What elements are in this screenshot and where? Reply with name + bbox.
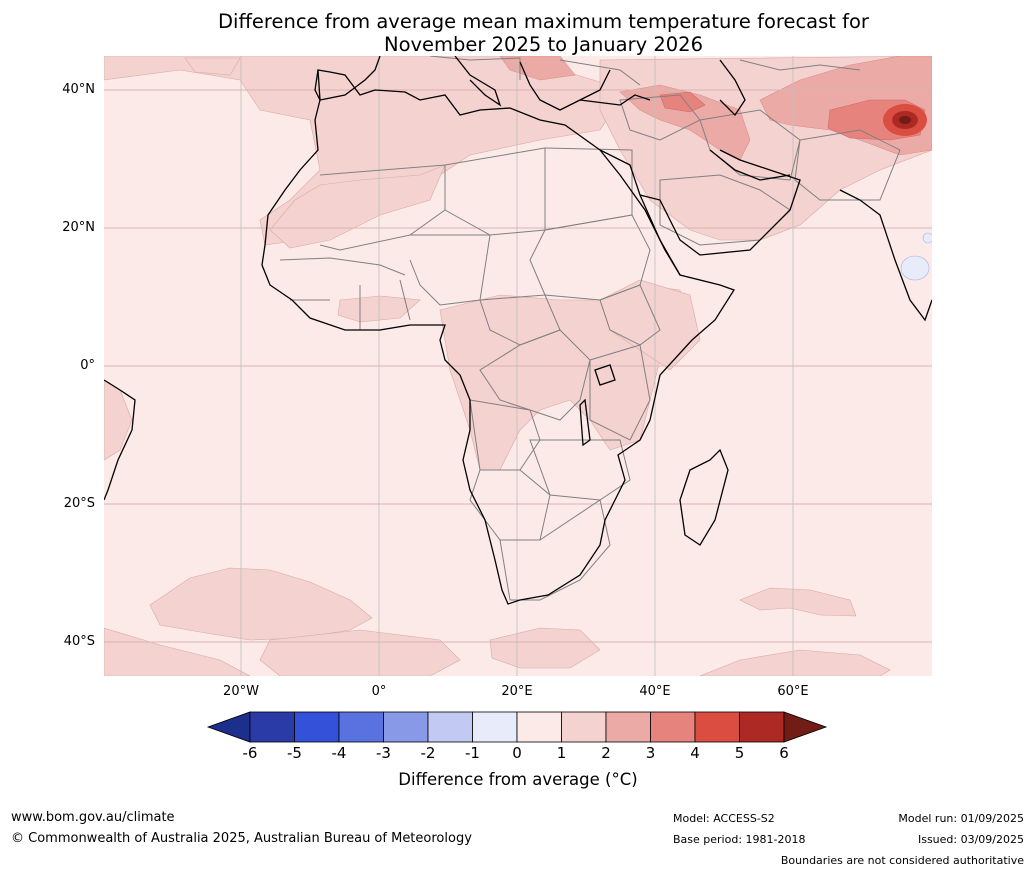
india-coastline bbox=[839, 189, 932, 322]
indian-ocean-anomaly-south bbox=[699, 649, 891, 676]
cb-tick-n5: -5 bbox=[287, 744, 302, 762]
cb-swatch-n4 bbox=[338, 711, 384, 743]
cb-tick-4: 4 bbox=[690, 744, 700, 762]
lat-label-40n: 40°N bbox=[62, 82, 95, 97]
madagascar-coastline bbox=[679, 448, 729, 546]
greece-coastline bbox=[519, 61, 611, 111]
iran-hot bbox=[659, 91, 706, 113]
cb-swatch-3 bbox=[650, 711, 696, 743]
map-title: Difference from average mean maximum tem… bbox=[0, 10, 1035, 56]
colorbar bbox=[206, 711, 828, 743]
south-ocean-anomaly-east bbox=[489, 627, 601, 669]
cb-tick-n1: -1 bbox=[465, 744, 480, 762]
cb-tick-2: 2 bbox=[601, 744, 611, 762]
cb-tick-n6: -6 bbox=[242, 744, 258, 762]
footer-disclaimer: Boundaries are not considered authoritat… bbox=[780, 854, 1024, 867]
lon-label-60e: 60°E bbox=[777, 684, 809, 699]
south-atlantic-anomaly bbox=[149, 567, 373, 641]
lake-tanganyika bbox=[579, 398, 591, 447]
arabian-sea-cool-patch bbox=[900, 255, 930, 281]
lat-label-20s: 20°S bbox=[63, 496, 95, 511]
cb-tick-5: 5 bbox=[734, 744, 745, 762]
mediterranean-warm bbox=[499, 56, 576, 81]
colorbar-title: Difference from average (°C) bbox=[398, 770, 638, 789]
colorbar-extend-high bbox=[783, 711, 828, 743]
cb-swatch-n2 bbox=[427, 711, 473, 743]
title-line-1: Difference from average mean maximum tem… bbox=[218, 10, 869, 33]
cb-swatch-5 bbox=[739, 711, 785, 743]
lon-label-20e: 20°E bbox=[501, 684, 533, 699]
south-america-coastline bbox=[104, 379, 136, 501]
sahara-west-anomaly bbox=[269, 164, 446, 249]
graticule-lon bbox=[240, 56, 794, 676]
cb-swatch-0 bbox=[516, 711, 562, 743]
cb-tick-0: 0 bbox=[512, 744, 522, 762]
africa-coastline bbox=[261, 69, 735, 605]
atlantic-north-anomaly bbox=[184, 57, 241, 76]
lat-label-0: 0° bbox=[80, 358, 95, 373]
cb-tick-3: 3 bbox=[645, 744, 656, 762]
iberia-coastline bbox=[314, 56, 381, 101]
cb-tick-n4: -4 bbox=[331, 744, 347, 762]
indian-ocean-anomaly bbox=[739, 587, 857, 617]
lake-victoria bbox=[594, 364, 616, 386]
arabia-coastline bbox=[639, 149, 801, 256]
lon-label-20w: 20°W bbox=[223, 684, 259, 699]
cb-swatch-n5 bbox=[294, 711, 340, 743]
cb-tick-n3: -3 bbox=[376, 744, 391, 762]
cb-swatch-n6 bbox=[249, 711, 295, 743]
cb-swatch-n1 bbox=[472, 711, 518, 743]
anomaly-2-3-regions bbox=[499, 56, 932, 161]
lat-label-40s: 40°S bbox=[63, 634, 95, 649]
footer-model-run: Model run: 01/09/2025 bbox=[898, 812, 1024, 825]
lon-label-0: 0° bbox=[371, 684, 387, 699]
cool-patches bbox=[900, 232, 932, 281]
map-panel bbox=[104, 56, 932, 676]
turkey-coastline bbox=[579, 94, 651, 106]
cb-tick-6: 6 bbox=[779, 744, 789, 762]
footer-copyright: © Commonwealth of Australia 2025, Austra… bbox=[11, 831, 472, 846]
lat-label-20n: 20°N bbox=[62, 220, 95, 235]
footer-website[interactable]: www.bom.gov.au/climate bbox=[11, 810, 175, 825]
coastlines bbox=[104, 56, 932, 605]
cb-tick-1: 1 bbox=[556, 744, 567, 762]
cb-swatch-4 bbox=[694, 711, 740, 743]
cb-swatch-n3 bbox=[383, 711, 429, 743]
title-line-2: November 2025 to January 2026 bbox=[384, 33, 703, 56]
hotspot-core bbox=[899, 116, 911, 124]
caspian-coastline bbox=[719, 59, 746, 117]
colorbar-extend-low bbox=[206, 711, 251, 743]
cb-swatch-2 bbox=[605, 711, 651, 743]
cb-tick-n2: -2 bbox=[420, 744, 436, 762]
footer-base-period: Base period: 1981-2018 bbox=[673, 833, 806, 846]
persian-gulf-coastline bbox=[709, 149, 791, 181]
graticule bbox=[104, 89, 932, 643]
bay-cool-patch bbox=[922, 232, 932, 244]
lon-label-40e: 40°E bbox=[639, 684, 671, 699]
red-sea-coastline bbox=[599, 149, 681, 276]
footer-model: Model: ACCESS-S2 bbox=[673, 812, 775, 825]
cb-swatch-1 bbox=[561, 711, 607, 743]
hotspot-region bbox=[883, 104, 927, 136]
east-africa-anomaly bbox=[599, 279, 701, 371]
italy-coastline bbox=[454, 56, 502, 107]
footer-issued: Issued: 03/09/2025 bbox=[917, 833, 1024, 846]
anomaly-1-2-regions bbox=[104, 56, 932, 676]
